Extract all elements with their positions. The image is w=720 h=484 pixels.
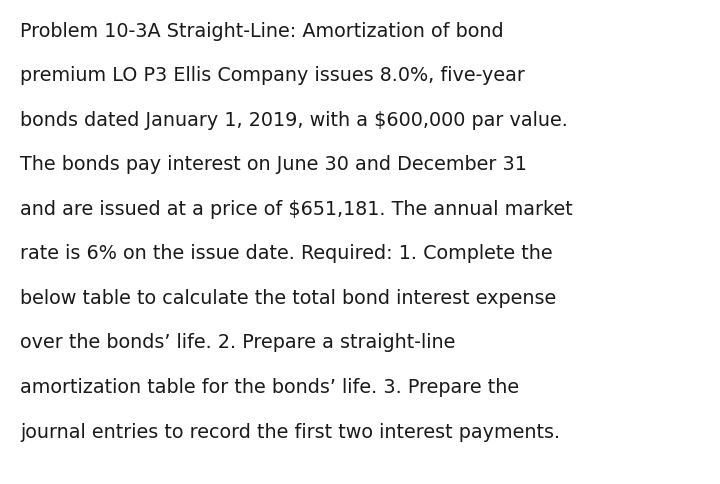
Text: Problem 10-3A Straight-Line: Amortization of bond: Problem 10-3A Straight-Line: Amortizatio… bbox=[20, 22, 504, 41]
Text: amortization table for the bonds’ life. 3. Prepare the: amortization table for the bonds’ life. … bbox=[20, 378, 519, 397]
Text: over the bonds’ life. 2. Prepare a straight-line: over the bonds’ life. 2. Prepare a strai… bbox=[20, 333, 456, 352]
Text: premium LO P3 Ellis Company issues 8.0%, five-year: premium LO P3 Ellis Company issues 8.0%,… bbox=[20, 66, 525, 85]
Text: and are issued at a price of $651,181. The annual market: and are issued at a price of $651,181. T… bbox=[20, 200, 573, 219]
Text: bonds dated January 1, 2019, with a $600,000 par value.: bonds dated January 1, 2019, with a $600… bbox=[20, 111, 568, 130]
Text: rate is 6% on the issue date. Required: 1. Complete the: rate is 6% on the issue date. Required: … bbox=[20, 244, 553, 263]
Text: below table to calculate the total bond interest expense: below table to calculate the total bond … bbox=[20, 289, 557, 308]
Text: The bonds pay interest on June 30 and December 31: The bonds pay interest on June 30 and De… bbox=[20, 155, 527, 174]
Text: journal entries to record the first two interest payments.: journal entries to record the first two … bbox=[20, 423, 560, 441]
